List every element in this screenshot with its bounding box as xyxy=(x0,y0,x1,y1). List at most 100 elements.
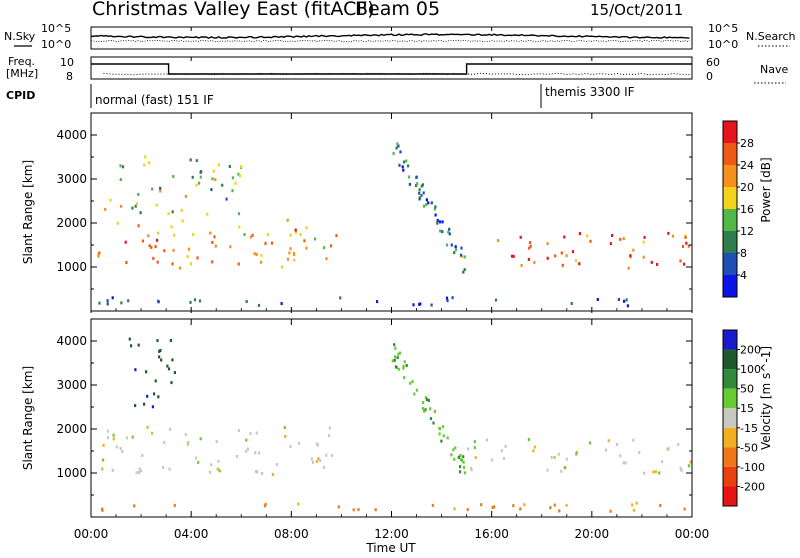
echo-cell xyxy=(560,251,563,255)
echo-cell xyxy=(424,396,427,400)
echo-cell xyxy=(632,508,635,512)
echo-cell xyxy=(134,204,137,208)
echo-cell xyxy=(411,380,414,384)
echo-cell xyxy=(266,233,269,236)
echo-cell xyxy=(650,260,653,264)
echo-cell xyxy=(137,193,140,196)
echo-cell xyxy=(168,467,171,471)
echo-cell xyxy=(446,436,449,440)
echo-cell xyxy=(425,203,428,207)
velocity-colorbar-swatch xyxy=(723,330,737,350)
echo-cell xyxy=(453,507,456,511)
freq-tick-bottom: 8 xyxy=(66,70,73,83)
noise-tick-left-top: 10^5 xyxy=(41,22,71,35)
echo-cell xyxy=(418,197,421,201)
echo-cell xyxy=(532,449,535,453)
velocity-colorbar-swatch xyxy=(723,388,737,409)
echo-cell xyxy=(284,434,287,438)
echo-cell xyxy=(623,299,626,303)
velocity-colorbar-tick: 15 xyxy=(740,402,754,415)
echo-cell xyxy=(643,471,646,475)
nave-label: Nave xyxy=(760,63,788,76)
echo-cell xyxy=(328,426,331,430)
echo-cell xyxy=(124,240,127,244)
time-tick-label: 12:00 xyxy=(374,527,409,541)
echo-cell xyxy=(156,238,159,242)
echo-cell xyxy=(236,455,239,458)
echo-cell xyxy=(451,296,454,300)
echo-cell xyxy=(195,159,198,163)
echo-cell xyxy=(115,445,118,449)
echo-cell xyxy=(98,251,101,255)
echo-cell xyxy=(459,253,463,257)
echo-cell xyxy=(251,233,254,237)
echo-cell xyxy=(143,402,146,406)
echo-cell xyxy=(178,266,182,270)
echo-cell xyxy=(303,239,306,243)
echo-cell xyxy=(148,161,151,165)
echo-cell xyxy=(500,449,503,453)
echo-cell xyxy=(687,244,690,248)
cpid-label: CPID xyxy=(6,89,35,102)
echo-cell xyxy=(139,211,142,215)
echo-cell xyxy=(200,170,203,173)
echo-cell xyxy=(374,508,377,512)
echo-cell xyxy=(391,359,394,363)
echo-cell xyxy=(659,504,662,507)
echo-cell xyxy=(418,191,421,195)
echo-cell xyxy=(399,150,402,154)
echo-cell xyxy=(102,458,105,462)
echo-cell xyxy=(137,224,140,228)
echo-cell xyxy=(438,432,441,436)
echo-cell xyxy=(319,459,322,463)
echo-cell xyxy=(270,241,274,245)
echo-cell xyxy=(253,252,256,256)
velocity-colorbar-swatch xyxy=(723,486,737,506)
noise-tick-right-bottom: 10^0 xyxy=(708,38,738,51)
velocity-colorbar: 200 100 50 15 -15 -50 -100 -200 xyxy=(722,329,765,507)
echo-cell xyxy=(133,504,136,508)
nave-tick-top: 60 xyxy=(706,56,720,69)
echo-cell xyxy=(396,356,399,360)
echo-cell xyxy=(418,188,421,192)
power-colorbar-tick: 12 xyxy=(740,225,754,238)
echo-cell xyxy=(666,448,669,451)
echo-cell xyxy=(622,461,625,465)
echo-cell xyxy=(652,470,655,474)
echo-cell xyxy=(218,469,221,473)
echo-cell xyxy=(337,505,340,509)
echo-cell xyxy=(157,300,160,304)
power-colorbar-swatch xyxy=(723,231,737,253)
echo-cell xyxy=(397,367,400,371)
echo-cell xyxy=(397,352,400,356)
echo-cell xyxy=(237,172,240,176)
echo-cell xyxy=(432,421,435,425)
echo-cell xyxy=(163,441,166,444)
echo-cell xyxy=(554,254,557,258)
echo-cell xyxy=(293,258,296,262)
echo-cell xyxy=(159,186,162,190)
echo-cell xyxy=(571,250,575,254)
power-colorbar: 4 8 12 16 20 24 28 xyxy=(722,120,754,298)
velocity-range-tick: 1000 xyxy=(56,466,87,480)
echo-cell xyxy=(281,265,284,269)
echo-cell xyxy=(173,233,176,237)
echo-cell xyxy=(120,204,123,208)
echo-cell xyxy=(156,260,159,264)
power-colorbar-swatch xyxy=(723,187,737,209)
echo-cell xyxy=(681,245,685,248)
echo-cell xyxy=(193,298,197,302)
echo-cell xyxy=(473,440,476,444)
echo-cell xyxy=(289,445,292,448)
echo-cell xyxy=(458,470,462,474)
echo-cell xyxy=(684,235,687,239)
echo-cell xyxy=(260,260,263,264)
echo-cell xyxy=(575,450,578,454)
echo-cell xyxy=(466,508,469,512)
echo-cell xyxy=(575,452,578,456)
velocity-colorbar-label: Velocity [m s^-1] xyxy=(759,346,773,450)
echo-cell xyxy=(425,198,428,202)
echo-cell xyxy=(140,469,143,473)
echo-cell xyxy=(150,245,153,249)
nsky-label: N.Sky xyxy=(4,30,36,43)
